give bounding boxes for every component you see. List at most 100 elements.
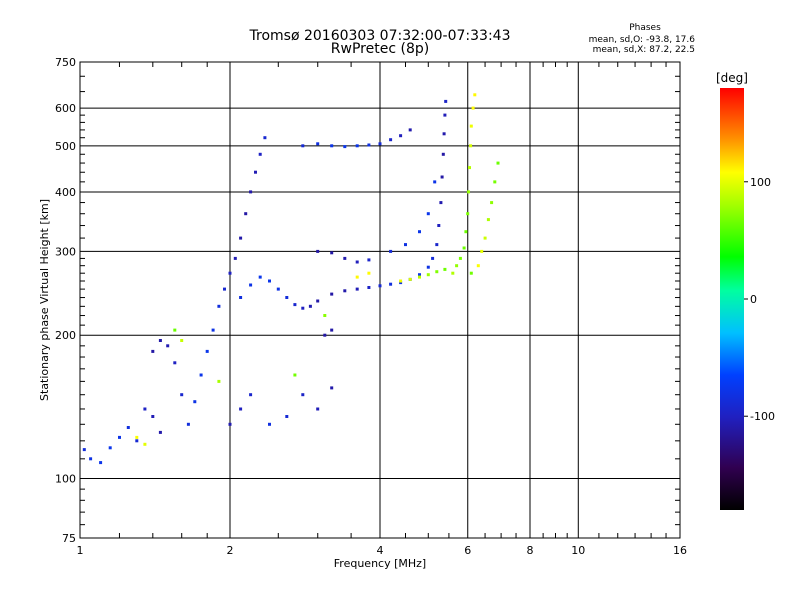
- data-point: [316, 407, 320, 411]
- data-point: [355, 287, 359, 291]
- data-point: [249, 190, 253, 194]
- minor-ticks: [80, 62, 680, 538]
- x-tick-label: 4: [377, 544, 384, 557]
- data-point: [199, 373, 203, 377]
- x-tick-label: 1: [77, 544, 84, 557]
- data-point: [490, 201, 494, 205]
- data-point: [108, 446, 112, 450]
- data-point: [443, 267, 447, 271]
- data-point: [211, 328, 215, 332]
- data-point: [233, 256, 237, 260]
- data-point: [223, 287, 226, 291]
- data-point: [158, 430, 162, 434]
- data-point: [404, 243, 407, 247]
- data-point: [435, 270, 439, 274]
- data-point: [143, 442, 147, 446]
- data-point: [323, 333, 327, 337]
- data-point: [135, 439, 139, 443]
- data-point: [435, 243, 439, 247]
- data-point: [437, 224, 441, 227]
- data-point: [493, 180, 497, 184]
- x-axis-title: Frequency [MHz]: [334, 557, 426, 570]
- data-point: [451, 271, 455, 275]
- data-point: [249, 283, 253, 287]
- data-point: [399, 281, 403, 285]
- data-point: [180, 339, 184, 342]
- data-points: [82, 93, 500, 465]
- y-tick-label: 400: [55, 186, 76, 199]
- colorbar-tick-label: 100: [750, 176, 771, 189]
- data-point: [483, 236, 487, 240]
- colorbar-label: [deg]: [716, 71, 748, 85]
- data-point: [330, 292, 334, 296]
- y-tick-label: 75: [62, 532, 76, 545]
- data-point: [466, 212, 470, 216]
- data-point: [355, 260, 359, 264]
- data-point: [244, 212, 248, 216]
- data-point: [258, 275, 262, 279]
- data-point: [426, 273, 430, 277]
- data-point: [217, 304, 221, 308]
- y-axis-title: Stationary phase Virtual Height [km]: [38, 199, 51, 401]
- data-point: [228, 271, 232, 275]
- colorbar: [deg] 100 0 -100: [716, 71, 775, 510]
- data-point: [217, 379, 221, 383]
- data-point: [180, 393, 184, 397]
- data-point: [158, 339, 162, 342]
- data-point: [239, 236, 243, 240]
- x-tick-labels: 1 2 4 6 8 10 16: [77, 544, 688, 557]
- data-point: [258, 152, 262, 156]
- data-point: [135, 435, 139, 439]
- data-point: [455, 264, 459, 268]
- data-point: [330, 251, 334, 255]
- y-tick-label: 300: [55, 245, 76, 258]
- data-point: [316, 299, 320, 303]
- data-point: [151, 349, 155, 353]
- data-point: [418, 273, 421, 277]
- data-point: [476, 264, 480, 268]
- data-point: [343, 256, 347, 260]
- y-tick-labels: 75 100 200 300 400 500 600 750: [55, 56, 76, 545]
- data-point: [308, 304, 312, 308]
- data-point: [118, 435, 121, 439]
- x-tick-label: 8: [527, 544, 534, 557]
- data-point: [330, 328, 334, 332]
- data-point: [441, 152, 445, 156]
- data-point: [433, 180, 437, 184]
- data-point: [431, 256, 435, 260]
- data-point: [285, 415, 289, 418]
- stats-line-x: mean, sd,X: 87.2, 22.5: [593, 45, 695, 55]
- data-point: [268, 422, 271, 426]
- data-point: [323, 314, 327, 317]
- chart-title: Tromsø 20160303 07:32:00-07:33:43: [249, 28, 511, 44]
- data-point: [471, 106, 475, 110]
- data-point: [426, 212, 430, 216]
- data-point: [389, 138, 393, 142]
- data-point: [378, 142, 382, 146]
- data-point: [263, 136, 267, 140]
- data-point: [249, 393, 253, 397]
- data-point: [301, 144, 305, 148]
- data-point: [458, 256, 462, 260]
- data-point: [399, 134, 403, 138]
- data-point: [469, 271, 473, 275]
- data-point: [486, 218, 490, 222]
- data-point: [389, 282, 393, 286]
- y-tick-label: 750: [55, 56, 76, 69]
- data-point: [408, 128, 412, 132]
- data-point: [468, 166, 471, 170]
- data-point: [343, 289, 347, 293]
- data-point: [239, 407, 243, 411]
- data-point: [89, 457, 93, 461]
- data-point: [467, 190, 470, 194]
- data-point: [173, 328, 177, 332]
- x-tick-label: 2: [227, 544, 234, 557]
- x-tick-label: 16: [673, 544, 687, 557]
- data-point: [173, 361, 177, 365]
- data-point: [330, 386, 334, 390]
- data-point: [367, 271, 371, 275]
- data-point: [276, 287, 280, 291]
- data-point: [301, 306, 305, 310]
- y-tick-label: 500: [55, 140, 76, 153]
- data-point: [480, 249, 484, 253]
